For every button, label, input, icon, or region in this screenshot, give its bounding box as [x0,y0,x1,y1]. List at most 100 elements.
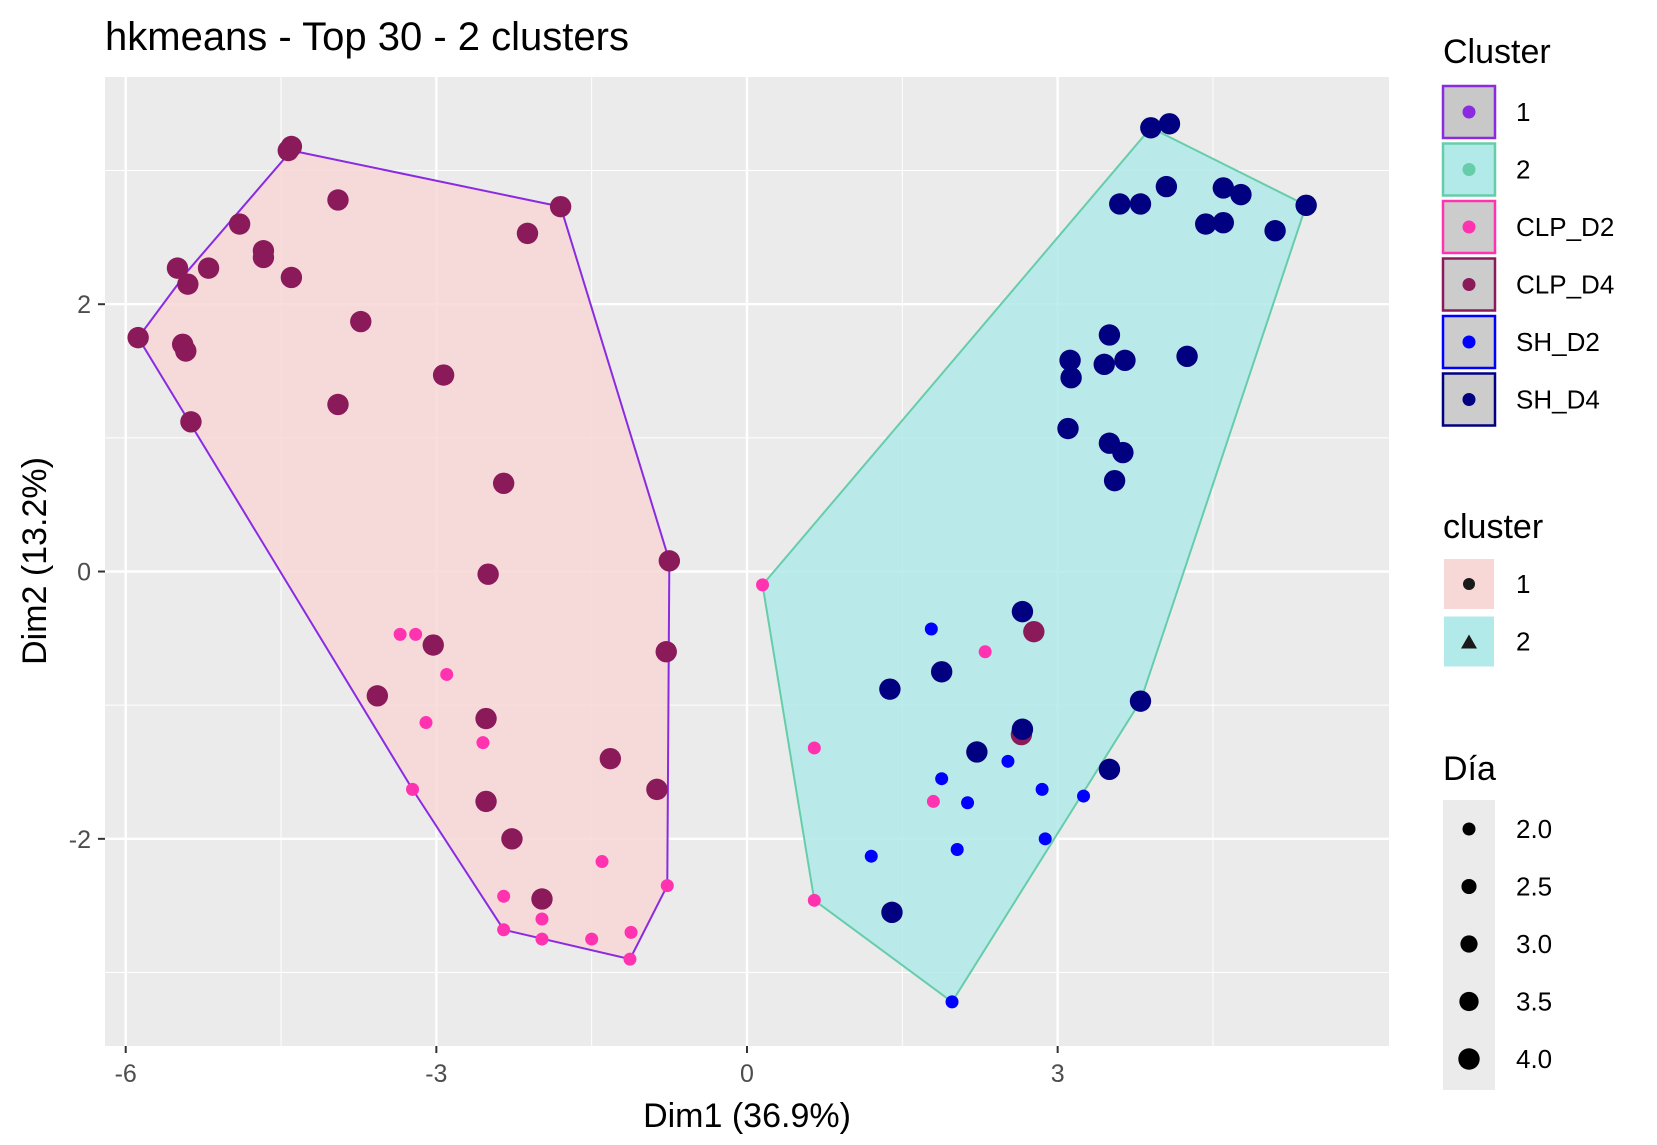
legend-size-dot [1461,878,1477,895]
point-SH_D2 [950,843,964,857]
point-SH_D4 [1264,220,1286,242]
point-CLP_D4 [646,778,668,801]
point-CLP_D4 [475,707,497,730]
point-SH_D2 [1077,789,1091,803]
point-CLP_D4 [549,195,572,218]
point-SH_D4 [1155,175,1178,198]
point-CLP_D4 [327,393,349,416]
point-SH_D4 [930,661,953,683]
point-CLP_D2 [535,912,549,926]
legend-label: CLP_D4 [1516,270,1614,300]
point-CLP_D4 [177,273,199,295]
point-SH_D2 [1001,754,1015,768]
x-tick-label: -3 [425,1060,447,1088]
legend-label: 1 [1516,97,1530,127]
y-axis-title: Dim2 (13.2%) [16,457,54,665]
point-CLP_D4 [127,326,149,349]
legend-label: 2.0 [1516,814,1552,844]
point-SH_D4 [1212,211,1235,234]
legend-key-dot [1462,335,1476,349]
chart-title: hkmeans - Top 30 - 2 clusters [105,15,629,59]
x-tick-label: -6 [115,1060,137,1088]
point-CLP_D4 [432,364,455,386]
legend-label: 2.5 [1516,872,1552,902]
point-SH_D4 [879,678,901,700]
point-CLP_D4 [175,340,197,362]
point-CLP_D4 [492,472,515,495]
x-axis-ticks: -6 -3 0 3 [115,1046,1065,1088]
point-SH_D2 [1038,832,1052,846]
legend-size-dot [1460,935,1478,953]
point-CLP_D2 [807,893,821,907]
point-SH_D4 [1158,113,1181,135]
legend-dia-title: Día [1443,750,1496,788]
point-SH_D4 [1109,193,1131,215]
point-SH_D4 [1176,345,1198,368]
point-CLP_D2 [585,932,599,946]
legend-label: SH_D2 [1516,327,1600,357]
point-SH_D2 [935,772,949,786]
legend-label: 2 [1516,155,1530,185]
point-SH_D2 [961,796,975,810]
point-CLP_D4 [327,189,349,211]
legend-label: CLP_D2 [1516,212,1614,242]
point-CLP_D2 [419,716,433,730]
point-CLP_D4 [655,641,677,663]
legend-label: 4.0 [1516,1044,1552,1074]
point-SH_D4 [1295,194,1317,217]
y-tick-label: 2 [77,291,91,319]
point-CLP_D2 [807,741,821,755]
legend-dia: Día 2.0 2.5 3.0 3.5 4.0 [1443,750,1552,1090]
point-SH_D2 [924,622,938,636]
point-SH_D4 [1098,324,1121,346]
point-SH_D4 [1140,117,1162,139]
point-SH_D2 [945,995,959,1009]
legend-label: SH_D4 [1516,385,1600,415]
point-CLP_D4 [350,310,372,333]
point-CLP_D4 [516,222,539,245]
legend-key-box [1441,199,1497,255]
point-SH_D4 [1195,213,1217,235]
point-SH_D4 [1057,417,1079,440]
point-CLP_D2 [409,627,423,641]
legend-label: 3.5 [1516,987,1552,1017]
legend-cluster: Cluster 1 2 CLP_D2 CLP_D4 SH_D2 SH_D4 [1441,33,1614,427]
point-CLP_D4 [658,550,681,572]
point-SH_D4 [1011,718,1034,740]
point-CLP_D4 [366,685,389,707]
point-SH_D4 [1212,177,1235,199]
point-CLP_D4 [277,139,299,162]
point-CLP_D2 [926,794,940,808]
point-CLP_D4 [180,411,202,433]
point-CLP_D4 [599,747,622,770]
point-CLP_D2 [623,952,637,966]
point-CLP_D4 [531,888,553,910]
legend-key-dot [1462,163,1476,176]
point-CLP_D2 [440,667,454,681]
x-tick-label: 0 [740,1060,754,1088]
point-SH_D4 [881,901,903,924]
point-SH_D4 [1093,353,1115,376]
point-SH_D4 [1129,193,1152,215]
point-SH_D4 [1103,469,1126,492]
legend-cluster-shape-title: cluster [1443,508,1543,546]
point-SH_D2 [1035,782,1049,796]
legend-cluster-title: Cluster [1443,33,1551,71]
point-CLP_D4 [422,634,444,656]
point-SH_D4 [1098,758,1121,781]
x-axis-title: Dim1 (36.9%) [643,1097,851,1135]
legend-label: 1 [1516,569,1530,599]
point-CLP_D2 [624,925,638,939]
legend-key-dot [1462,105,1476,119]
legend-key-dot [1462,278,1476,291]
point-CLP_D4 [477,563,499,585]
legend-circle-shape [1463,578,1475,590]
point-CLP_D2 [535,932,549,946]
point-CLP_D2 [756,578,770,592]
point-SH_D4 [1230,183,1252,206]
legend-triangle-shape [1461,634,1477,649]
point-SH_D4 [966,741,988,763]
y-tick-label: 0 [77,559,91,587]
point-CLP_D2 [497,889,511,903]
